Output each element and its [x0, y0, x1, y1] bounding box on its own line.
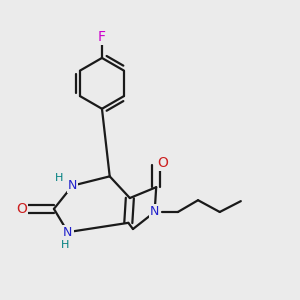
Text: O: O	[158, 156, 169, 170]
Text: H: H	[54, 173, 63, 183]
Text: H: H	[61, 239, 69, 250]
Text: F: F	[98, 30, 106, 44]
Text: N: N	[63, 226, 73, 238]
Text: N: N	[68, 179, 77, 192]
Text: O: O	[16, 202, 27, 216]
Text: N: N	[150, 206, 159, 218]
